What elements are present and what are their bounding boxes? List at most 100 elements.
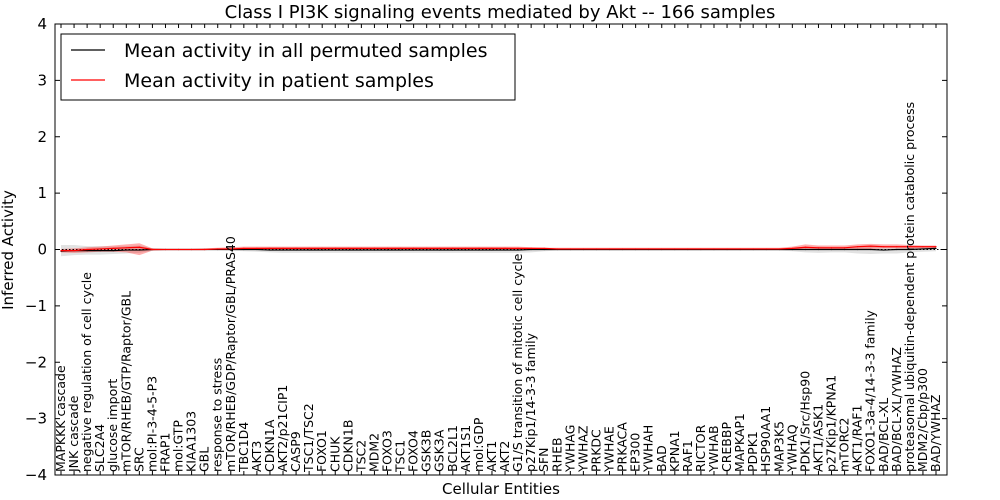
x-tick-label: mol:GDP (471, 417, 486, 472)
band-series-2 (61, 243, 936, 256)
point-series-2-34 (504, 247, 506, 249)
point-series-2-6 (138, 246, 140, 248)
x-tick-label: CDKN1A (262, 419, 277, 472)
x-tick-label: BAD/BCL-XL (876, 398, 891, 472)
point-series-2-42 (608, 248, 611, 250)
x-tick-label: proteasomal ubiquitin-dependent protein … (902, 102, 917, 472)
point-series-2-39 (569, 248, 571, 250)
x-axis-label: Cellular Entities (442, 480, 560, 498)
series-lines (55, 245, 947, 252)
x-tick-label: MDM2/Cbp/p300 (915, 368, 930, 472)
x-tick-label: AKT2/p21CIP1 (275, 385, 290, 472)
chart-title: Class I PI3K signaling events mediated b… (225, 2, 776, 23)
point-series-1-31 (465, 249, 467, 251)
point-series-1-4 (112, 250, 114, 252)
point-series-2-66 (922, 246, 924, 248)
point-series-1-62 (870, 248, 872, 251)
y-axis: −4 −3 −2 −1 0 1 2 3 4 (25, 15, 947, 484)
point-series-2-58 (817, 247, 820, 249)
point-series-2-29 (439, 247, 441, 249)
point-series-2-24 (373, 247, 376, 249)
point-series-2-27 (413, 247, 415, 249)
x-tick-label: JNK cascade (66, 395, 81, 473)
x-tick-label: KPNA1 (667, 430, 682, 472)
point-series-2-21 (334, 247, 336, 249)
point-series-2-22 (347, 247, 349, 249)
point-series-2-20 (321, 247, 323, 249)
point-series-2-36 (530, 247, 532, 249)
x-tick-label: YWHAE (602, 426, 617, 473)
y-tick-label: 1 (37, 184, 47, 202)
point-series-1-67 (935, 247, 937, 249)
x-tick-label: CREBBP (719, 422, 734, 472)
x-tick-label: RHEB (549, 437, 564, 472)
point-series-2-16 (269, 247, 271, 249)
x-tick-label: AKT1S1 (458, 425, 473, 472)
point-series-2-51 (726, 248, 728, 250)
x-tick-label: YWHAB (706, 425, 721, 473)
point-series-2-3 (99, 248, 101, 250)
x-tick-label: MAPKAP1 (732, 413, 747, 472)
point-series-2-54 (765, 248, 767, 250)
point-series-1-66 (922, 248, 924, 250)
x-tick-label: TBC1D4 (236, 422, 251, 473)
point-series-2-62 (870, 245, 872, 247)
point-series-2-1 (73, 250, 75, 252)
point-series-2-23 (360, 247, 362, 249)
x-tick-label: p27Kip1/14-3-3 family (523, 332, 538, 472)
point-series-2-56 (791, 247, 793, 249)
point-series-2-46 (661, 248, 663, 250)
point-series-2-57 (804, 246, 807, 248)
x-tick-label: TSC1 (393, 440, 408, 473)
x-tick-label: PDPK1 (745, 431, 760, 472)
x-tick-label: PRKDC (588, 429, 603, 472)
x-tick-label: PDK1/Src/Hsp90 (797, 371, 812, 472)
y-tick-label: −1 (25, 297, 47, 315)
point-series-2-65 (909, 246, 911, 248)
x-tick-label: FOXO3 (379, 430, 394, 472)
point-series-1-34 (504, 249, 506, 251)
x-tick-label: negative regulation of cell cycle (79, 272, 94, 472)
point-series-1-20 (321, 249, 323, 251)
point-series-1-65 (909, 248, 911, 251)
point-series-2-14 (243, 247, 245, 249)
point-series-2-50 (713, 248, 715, 250)
point-series-2-40 (582, 248, 584, 250)
x-tick-label: KIAA1303 (184, 411, 199, 472)
point-series-2-31 (465, 247, 467, 249)
x-tick-label: FOXO1 (314, 430, 329, 472)
y-tick-label: 3 (37, 71, 47, 89)
x-tick-label: EP300 (628, 433, 643, 472)
point-series-2-44 (635, 248, 637, 250)
point-series-1-21 (334, 249, 336, 251)
legend-label-permuted: Mean activity in all permuted samples (124, 40, 487, 62)
point-series-1-64 (896, 248, 898, 251)
point-series-1-14 (243, 248, 245, 251)
point-series-2-11 (204, 248, 206, 251)
point-series-2-35 (517, 247, 519, 249)
x-tick-label: RICTOR (693, 424, 708, 472)
point-series-2-49 (700, 248, 702, 250)
x-tick-label: CASP9 (288, 431, 303, 472)
point-series-1-35 (517, 249, 519, 251)
x-tick-label: mol:GTP (171, 420, 186, 472)
point-series-2-17 (282, 247, 284, 249)
point-series-2-33 (491, 247, 493, 249)
x-tick-label: mol:PI-3-4-5-P3 (144, 376, 159, 472)
point-series-2-8 (164, 248, 167, 251)
point-series-2-0 (60, 250, 62, 252)
point-series-1-59 (830, 248, 833, 251)
x-tick-label: CDKN1B (340, 420, 355, 472)
x-tick-label: BAD/BCL-XL/YWHAZ (889, 347, 904, 472)
x-tick-label: AKT1/ASK1 (810, 404, 825, 472)
point-series-1-26 (399, 249, 402, 251)
point-series-1-30 (452, 249, 454, 251)
point-series-1-15 (256, 248, 258, 251)
point-series-2-28 (426, 247, 428, 249)
x-tick-label: MDM2 (366, 433, 381, 472)
point-series-2-63 (883, 246, 885, 248)
point-series-2-4 (112, 247, 114, 249)
y-tick-label: −2 (25, 353, 47, 371)
